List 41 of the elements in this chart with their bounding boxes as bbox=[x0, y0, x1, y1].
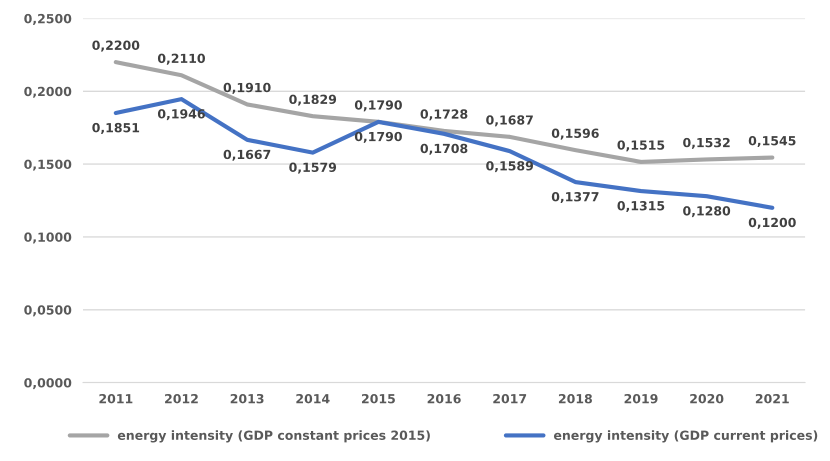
data-label: 0,1315 bbox=[617, 201, 664, 212]
legend-label: energy intensity (GDP current prices) bbox=[554, 430, 818, 442]
data-label: 0,1532 bbox=[683, 138, 730, 149]
x-tick-label: 2015 bbox=[362, 394, 395, 404]
data-label: 0,1377 bbox=[552, 192, 598, 204]
y-tick-label: 0,1000 bbox=[24, 232, 72, 244]
y-tick-label: 0,0000 bbox=[24, 378, 72, 390]
x-tick-label: 2011 bbox=[99, 394, 132, 404]
x-tick-label: 2014 bbox=[296, 394, 330, 404]
y-tick-label: 0,2000 bbox=[24, 86, 72, 98]
data-label: 0,1708 bbox=[420, 144, 468, 155]
data-label: 0,1851 bbox=[92, 122, 140, 134]
y-tick-label: 0,2500 bbox=[24, 14, 72, 25]
data-label: 0,1910 bbox=[224, 82, 271, 94]
x-tick-label: 2016 bbox=[428, 394, 461, 404]
x-tick-label: 2018 bbox=[558, 394, 592, 404]
data-label: 0,1790 bbox=[354, 132, 402, 143]
x-tick-label: 2019 bbox=[624, 394, 658, 404]
data-label: 0,2200 bbox=[92, 40, 140, 52]
data-label: 0,1200 bbox=[748, 218, 796, 229]
x-tick-label: 2020 bbox=[690, 394, 724, 404]
data-label: 0,1545 bbox=[748, 136, 796, 148]
data-label: 0,1280 bbox=[683, 206, 730, 218]
x-tick-label: 2021 bbox=[756, 394, 789, 404]
y-tick-label: 0,0500 bbox=[24, 305, 72, 316]
data-label: 0,1728 bbox=[420, 109, 468, 120]
data-label: 0,1596 bbox=[552, 128, 599, 140]
data-label: 0,1589 bbox=[486, 161, 534, 172]
data-label: 0,1667 bbox=[224, 150, 270, 161]
data-label: 0,1790 bbox=[354, 100, 402, 112]
y-tick-label: 0,1500 bbox=[24, 160, 72, 171]
x-tick-label: 2012 bbox=[165, 394, 198, 404]
data-label: 0,1579 bbox=[289, 162, 336, 174]
data-label: 0,1687 bbox=[486, 115, 533, 126]
legend-label: energy intensity (GDP constant prices 2015) bbox=[118, 430, 430, 442]
data-label: 0,2110 bbox=[158, 54, 205, 65]
x-tick-label: 2017 bbox=[493, 394, 526, 404]
x-tick-label: 2013 bbox=[230, 394, 264, 404]
data-label: 0,1829 bbox=[289, 94, 336, 106]
data-label: 0,1946 bbox=[158, 109, 205, 120]
data-label: 0,1515 bbox=[617, 140, 664, 152]
